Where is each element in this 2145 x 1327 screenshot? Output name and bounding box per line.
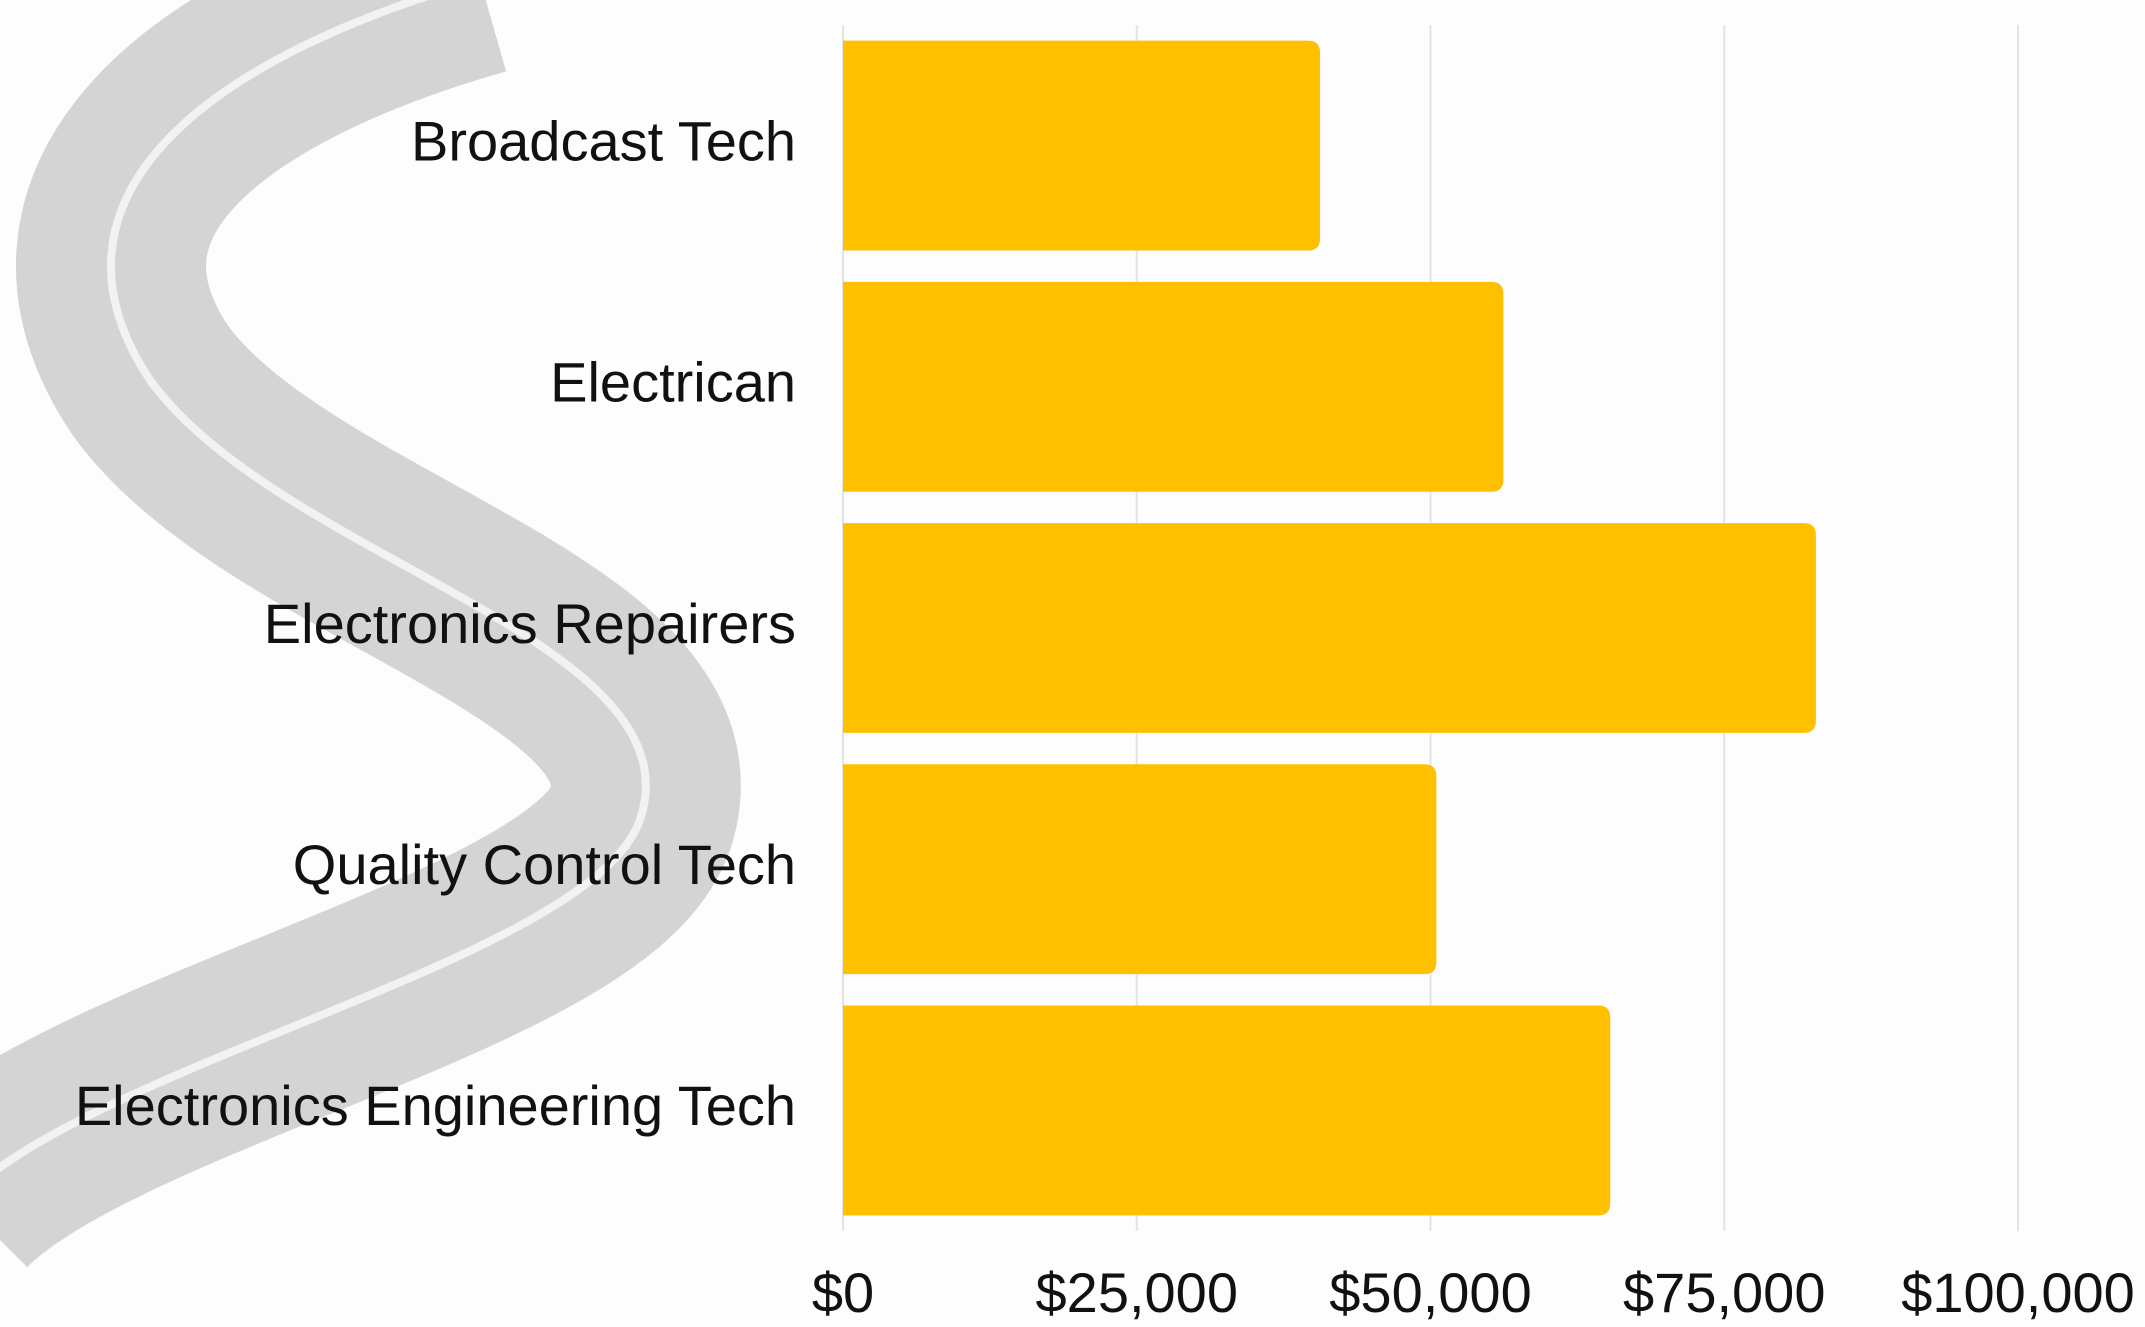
page: $0 $25,000 $50,000 $75,000 $100,000 Broadcast… [0,0,2145,1327]
x-tick-label: $100,000 [1901,1261,2135,1324]
bar [843,523,1816,733]
y-tick-label: Broadcast Tech [411,109,796,172]
y-tick-label: Electrican [550,351,796,414]
x-tick-label: $25,000 [1036,1261,1238,1324]
plot-area: $0 $25,000 $50,000 $75,000 $100,000 Broadcast… [75,25,2135,1324]
bar [843,282,1503,492]
bar [843,41,1320,251]
y-tick-label: Quality Control Tech [293,833,796,896]
bar [843,764,1436,974]
x-tick-label: $50,000 [1329,1261,1531,1324]
y-tick-label: Electronics Engineering Tech [75,1074,796,1137]
x-tick-label: $0 [812,1261,874,1324]
chart: $0 $25,000 $50,000 $75,000 $100,000 Broadcast… [0,0,2145,1327]
y-tick-label: Electronics Repairers [264,592,796,655]
bar [843,1005,1610,1215]
x-tick-label: $75,000 [1623,1261,1825,1324]
